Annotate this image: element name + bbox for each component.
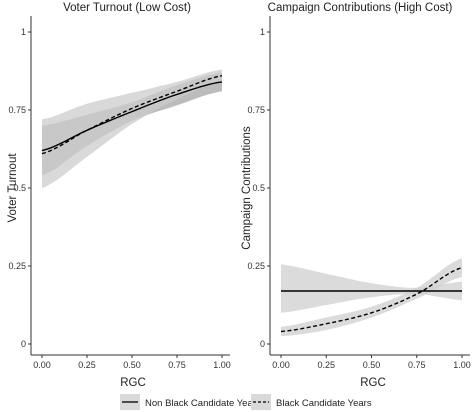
legend: Non Black Candidate Years Black Candidat…	[120, 394, 372, 410]
y-tick-label: 0.75	[8, 105, 26, 115]
y-axis-label: Campaign Contributions	[241, 126, 253, 250]
series-line-black-candidate	[41, 75, 223, 155]
confidence-band-non-black-candidate	[281, 264, 462, 313]
x-tick-label: 0.00	[33, 360, 51, 370]
legend-label-black: Black Candidate Years	[276, 398, 372, 409]
y-axis-label: Voter Turnout	[7, 153, 19, 223]
series-line-black-candidate	[280, 266, 463, 333]
x-tick-label: 0.25	[317, 360, 335, 370]
axes: 0 0.25 0.5 0.75 1 0.00 0.25 0.50 0.75 1.00	[8, 16, 231, 370]
confidence-band-black-candidate	[42, 69, 222, 188]
axes: 0 0.25 0.5 0.75 1 0.00 0.25 0.50 0.75 1.00	[247, 16, 471, 370]
x-tick-label: 0.25	[78, 360, 96, 370]
y-tick-label: 0.25	[247, 261, 265, 271]
x-axis-label: RGC	[120, 377, 146, 389]
x-tick-label: 0.50	[363, 360, 381, 370]
legend-label-non-black: Non Black Candidate Years	[145, 398, 261, 409]
x-tick-label: 0.00	[272, 360, 290, 370]
panel-voter-turnout: Voter Turnout (Low Cost) Voter Turnout R…	[7, 2, 231, 389]
y-tick-label: 0.5	[252, 183, 265, 193]
x-tick-label: 1.00	[213, 360, 231, 370]
confidence-bands	[42, 69, 222, 188]
series-lines	[41, 75, 223, 155]
series-lines	[280, 266, 463, 333]
y-tick-label: 0.75	[247, 105, 265, 115]
y-tick-label: 0	[260, 339, 265, 349]
confidence-bands	[281, 258, 462, 337]
confidence-band-black-candidate	[281, 258, 462, 337]
x-tick-label: 0.75	[168, 360, 186, 370]
x-axis-label: RGC	[360, 377, 386, 389]
panel-campaign-contributions: Campaign Contributions (High Cost) Campa…	[241, 2, 471, 389]
y-tick-label: 0.5	[13, 183, 26, 193]
y-tick-label: 1	[21, 27, 26, 37]
x-tick-label: 0.75	[408, 360, 426, 370]
y-tick-label: 1	[260, 27, 265, 37]
y-tick-label: 0	[21, 339, 26, 349]
y-tick-label: 0.25	[8, 261, 26, 271]
series-line-non-black-candidate	[41, 81, 223, 152]
x-tick-label: 0.50	[123, 360, 141, 370]
chart-title: Voter Turnout (Low Cost)	[63, 2, 191, 14]
chart-title: Campaign Contributions (High Cost)	[268, 2, 453, 14]
x-tick-label: 1.00	[453, 360, 471, 370]
